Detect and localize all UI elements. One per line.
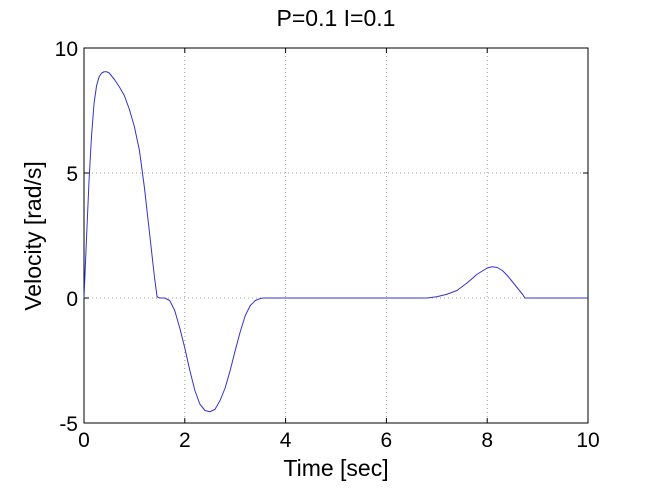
y-axis-label: Velocity [rad/s] [20, 161, 46, 311]
y-tick-label: -5 [59, 413, 78, 436]
chart-title: P=0.1 I=0.1 [277, 5, 396, 31]
x-tick-labels: 0 2 4 6 8 10 [78, 429, 600, 452]
y-tick-label: 0 [66, 288, 78, 311]
x-tick-label: 10 [576, 429, 599, 452]
y-tick-label: 5 [66, 163, 78, 186]
y-tick-label: 10 [55, 38, 78, 61]
x-tick-label: 4 [280, 429, 292, 452]
axis-ticks [83, 47, 589, 424]
x-tick-label: 2 [179, 429, 191, 452]
plot-frame [83, 47, 589, 424]
x-tick-label: 0 [78, 429, 90, 452]
series-lines [83, 71, 588, 413]
plot-background [84, 48, 588, 423]
x-tick-label: 6 [381, 429, 393, 452]
x-axis-label: Time [sec] [283, 455, 388, 481]
y-tick-labels: -5 0 5 10 [55, 38, 78, 436]
series-line [83, 71, 588, 413]
x-tick-label: 8 [481, 429, 493, 452]
